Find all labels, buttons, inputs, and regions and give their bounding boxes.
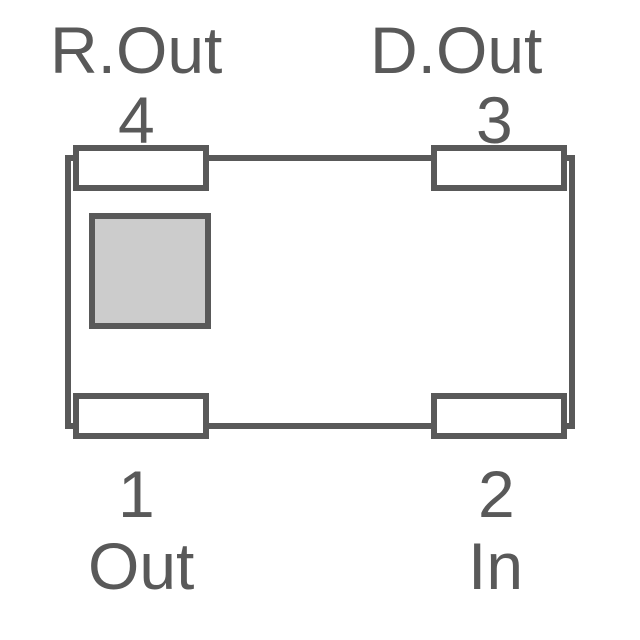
- label-out: Out: [88, 528, 194, 604]
- pin1-marker: [92, 216, 208, 326]
- pad-1: [76, 396, 206, 436]
- label-pin1: 1: [118, 456, 155, 532]
- label-pin4: 4: [118, 82, 155, 158]
- label-pin3: 3: [476, 82, 513, 158]
- label-pin2: 2: [478, 456, 515, 532]
- label-dout: D.Out: [370, 12, 542, 88]
- label-in: In: [468, 528, 523, 604]
- pad-2: [434, 396, 564, 436]
- label-rout: R.Out: [50, 12, 222, 88]
